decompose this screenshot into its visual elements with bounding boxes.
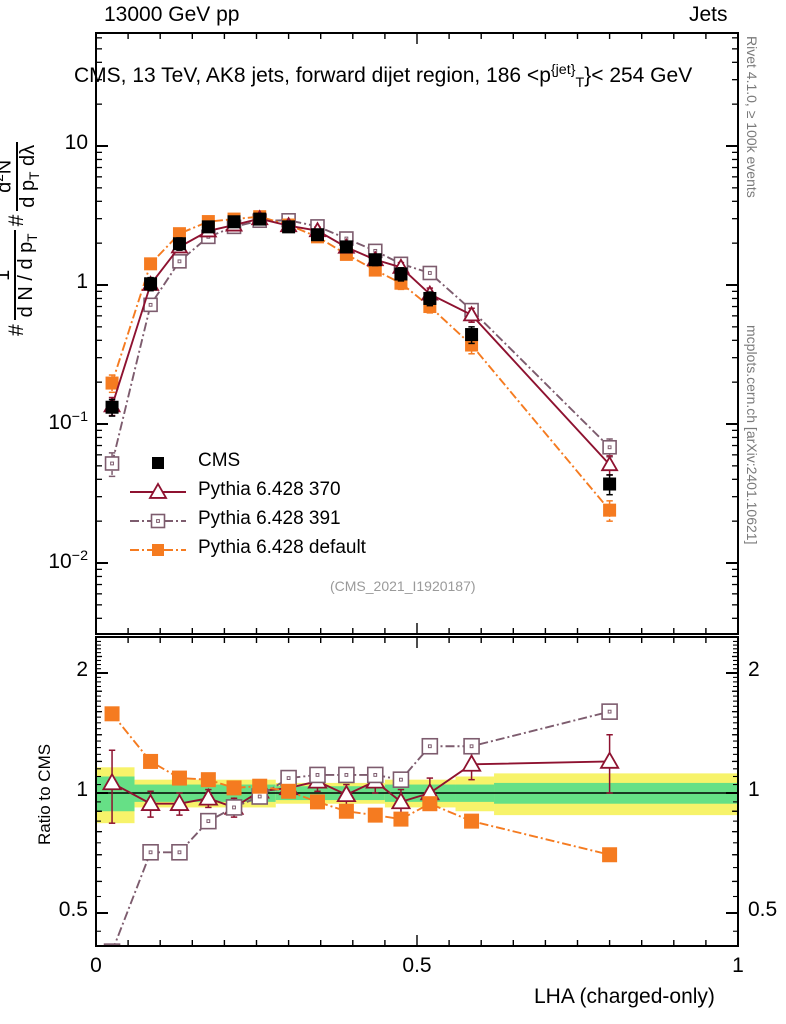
caption-main: CMS, 13 TeV, AK8 jets, forward dijet reg…	[74, 64, 551, 87]
ratio-series-group	[101, 703, 620, 946]
y-tick-label-1: 1	[76, 270, 88, 293]
y-tick-label-2: 10−1	[48, 409, 88, 434]
legend-item-0[interactable]: CMS	[198, 450, 241, 471]
y-tick-label-0: 10	[64, 131, 88, 154]
header-right-label: Jets	[689, 3, 728, 26]
caption-subscript: T	[575, 75, 585, 92]
analysis-id-watermark: (CMS_2021_I1920187)	[330, 578, 476, 594]
legend-marker-cms	[152, 457, 164, 469]
caption-superscript: {jet}	[550, 62, 576, 78]
legend[interactable]	[130, 457, 186, 556]
ratio-tick-label-right-1: 1	[748, 778, 760, 801]
ratio-tick-label-left-0: 2	[76, 658, 88, 681]
ratio-uncertainty-bands	[96, 767, 738, 824]
ratio-tick-label-left-1: 1	[76, 778, 88, 801]
ratio-tick-label-right-2: 0.5	[748, 898, 778, 921]
axis-ticks	[95, 33, 739, 946]
main-series-group	[103, 209, 619, 522]
plot-caption: CMS, 13 TeV, AK8 jets, forward dijet reg…	[74, 62, 692, 91]
x-tick-label-2: 1	[732, 954, 744, 977]
x-tick-label-0: 0	[90, 954, 102, 977]
legend-item-2[interactable]: Pythia 6.428 391	[198, 508, 341, 529]
ratio-tick-label-right-0: 2	[748, 658, 760, 681]
ratio-tick-label-left-2: 0.5	[58, 898, 88, 921]
legend-item-3[interactable]: Pythia 6.428 default	[198, 537, 366, 558]
caption-tail: }< 254 GeV	[584, 64, 693, 87]
x-tick-label-1: 0.5	[402, 954, 432, 977]
legend-item-1[interactable]: Pythia 6.428 370	[198, 479, 341, 500]
header-left-label: 13000 GeV pp	[104, 3, 240, 26]
y-tick-label-3: 10−2	[48, 548, 88, 573]
x-axis-label: LHA (charged-only)	[534, 985, 715, 1008]
